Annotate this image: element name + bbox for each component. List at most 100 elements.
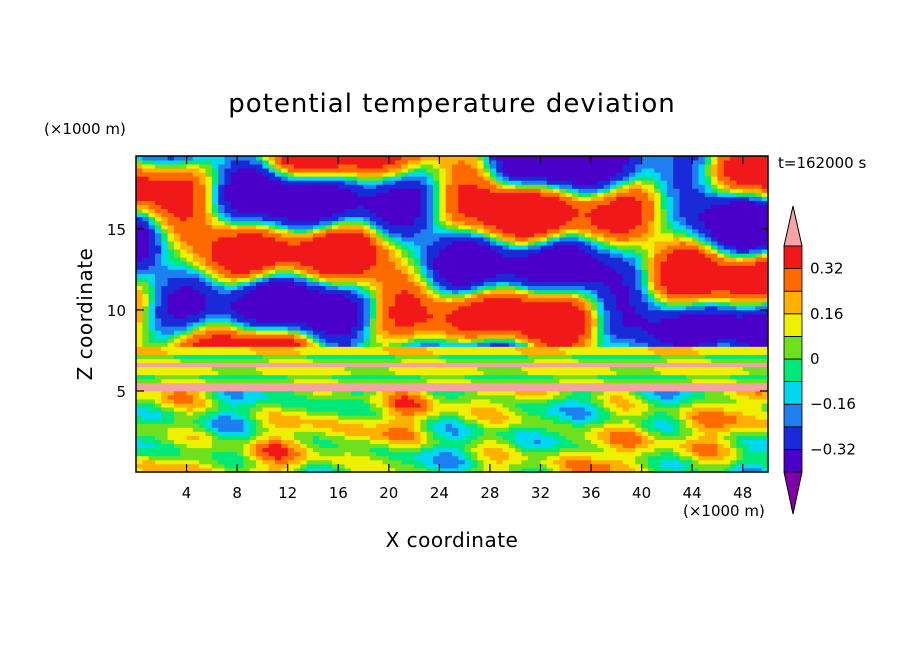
field-cell [591, 451, 598, 457]
field-cell [331, 309, 339, 315]
field-cell [591, 314, 598, 319]
field-cell [439, 411, 447, 416]
field-cell [458, 338, 466, 343]
field-cell [647, 439, 655, 445]
field-cell [502, 399, 510, 404]
field-cell [420, 378, 428, 384]
field-cell [142, 382, 150, 388]
field-cell [350, 423, 358, 428]
field-cell [426, 301, 434, 307]
field-cell [584, 330, 592, 335]
field-cell [445, 297, 453, 303]
field-cell [654, 439, 661, 445]
field-cell [369, 297, 377, 303]
field-cell [641, 378, 649, 384]
field-cell [711, 346, 718, 351]
field-cell [312, 342, 320, 347]
field-cell [173, 293, 181, 299]
field-cell [230, 305, 238, 311]
field-cell [534, 463, 541, 469]
field-cell [704, 322, 712, 327]
field-cell [300, 411, 308, 416]
field-cell [325, 399, 333, 404]
field-cell [685, 407, 693, 412]
field-cell [243, 362, 251, 368]
field-cell [186, 309, 194, 315]
field-cell [401, 390, 409, 396]
field-cell [730, 467, 737, 472]
field-cell [224, 269, 232, 274]
field-cell [483, 289, 491, 295]
field-cell [325, 459, 333, 465]
field-cell [546, 370, 554, 376]
field-cell [685, 435, 693, 440]
field-cell [256, 285, 263, 291]
field-cell [572, 395, 579, 400]
field-cell [654, 301, 661, 307]
field-cell [350, 314, 358, 319]
field-cell [401, 435, 409, 440]
field-cell [647, 403, 655, 408]
field-cell [211, 285, 219, 291]
field-cell [477, 326, 484, 331]
field-cell [268, 447, 276, 453]
field-cell [477, 431, 484, 436]
field-cell [483, 423, 491, 428]
field-cell [180, 362, 187, 368]
field-cell [287, 277, 295, 282]
field-cell [407, 269, 415, 274]
field-cell [287, 423, 295, 428]
field-cell [275, 358, 282, 364]
field-cell [692, 342, 699, 347]
field-cell [249, 346, 257, 351]
field-cell [439, 399, 447, 404]
field-cell [407, 447, 415, 453]
field-cell [192, 378, 200, 384]
field-cell [218, 269, 225, 274]
field-cell [578, 455, 586, 461]
field-cell [470, 330, 478, 335]
field-cell [306, 431, 314, 436]
field-cell [749, 459, 756, 465]
field-cell [414, 285, 421, 291]
field-cell [717, 435, 725, 440]
field-cell [294, 346, 301, 351]
field-cell [338, 285, 345, 291]
field-cell [199, 346, 206, 351]
field-cell [287, 463, 295, 469]
field-cell [502, 366, 510, 372]
field-cell [395, 277, 402, 282]
field-cell [268, 338, 276, 343]
field-cell [211, 293, 219, 299]
field-cell [591, 403, 598, 408]
field-cell [711, 285, 718, 291]
field-cell [338, 395, 345, 400]
field-cell [496, 305, 503, 311]
field-cell [154, 338, 162, 343]
field-cell [275, 326, 282, 331]
field-cell [610, 346, 617, 351]
field-cell [546, 459, 554, 465]
field-cell [452, 342, 459, 347]
field-cell [628, 459, 636, 465]
field-cell [597, 354, 605, 359]
field-cell [268, 382, 276, 388]
field-cell [654, 459, 661, 465]
field-cell [294, 350, 301, 355]
field-cell [483, 395, 491, 400]
field-cell [591, 297, 598, 303]
field-cell [211, 439, 219, 445]
field-cell [167, 346, 175, 351]
field-cell [723, 395, 731, 400]
field-cell [483, 326, 491, 331]
field-cell [205, 281, 213, 287]
field-cell [477, 338, 484, 343]
field-cell [395, 326, 402, 331]
field-cell [376, 407, 383, 412]
field-cell [312, 463, 320, 469]
field-cell [338, 431, 345, 436]
field-cell [717, 342, 725, 347]
field-cell [742, 338, 750, 343]
field-cell [553, 342, 560, 347]
field-cell [470, 382, 478, 388]
